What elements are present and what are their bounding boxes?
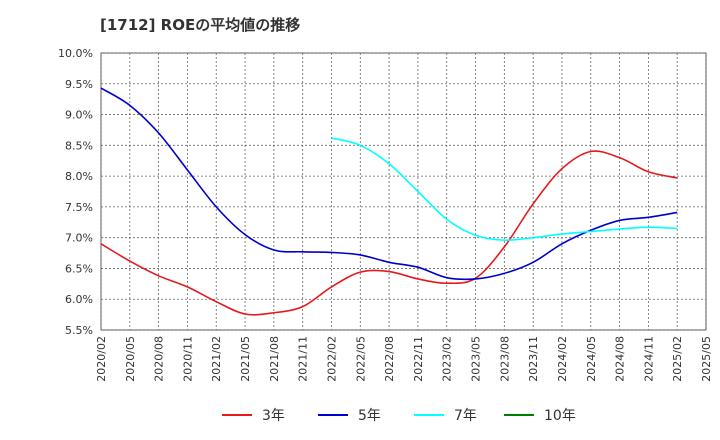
x-tick-label: 2024/11 <box>642 336 655 382</box>
series-line-1 <box>100 150 678 316</box>
y-tick-label: 6.5% <box>65 262 93 275</box>
plot-frame <box>100 52 707 331</box>
series-line-3 <box>331 137 678 241</box>
y-tick-label: 10.0% <box>58 47 93 60</box>
x-tick-label: 2022/02 <box>325 336 338 382</box>
x-tick-label: 2020/05 <box>124 336 137 382</box>
legend-label-1: 3年 <box>262 408 285 424</box>
x-tick-label: 2023/08 <box>498 336 511 382</box>
x-tick-label: 2023/05 <box>470 336 483 382</box>
x-tick-label: 2020/02 <box>95 336 108 382</box>
x-tick-label: 2022/11 <box>412 336 425 382</box>
grid-layer <box>100 52 707 331</box>
y-tick-label: 7.0% <box>65 232 93 245</box>
chart-title: [1712] ROEの平均値の推移 <box>100 16 301 34</box>
y-tick-label: 8.5% <box>65 139 93 152</box>
y-tick-label: 9.5% <box>65 78 93 91</box>
x-tick-label: 2021/02 <box>210 336 223 382</box>
x-tick-label: 2020/11 <box>181 336 194 382</box>
x-tick-label: 2024/05 <box>585 336 598 382</box>
y-tick-label: 8.0% <box>65 170 93 183</box>
axis-layer: 10.0% 9.5% 9.0% 8.5% 8.0% 7.5% 7.0% 6.5% 6.0% 5.5… <box>58 47 713 382</box>
x-tick-label: 2025/02 <box>671 336 684 382</box>
x-tick-label: 2025/05 <box>700 336 713 382</box>
x-tick-label: 2021/08 <box>268 336 281 382</box>
y-tick-label: 6.0% <box>65 293 93 306</box>
x-tick-label: 2024/08 <box>614 336 627 382</box>
x-tick-label: 2021/11 <box>297 336 310 382</box>
series-line-2 <box>100 87 678 281</box>
legend-label-4: 10年 <box>544 408 576 424</box>
x-tick-label: 2023/02 <box>441 336 454 382</box>
y-tick-label: 9.0% <box>65 109 93 122</box>
x-tick-label: 2022/08 <box>383 336 396 382</box>
legend-label-3: 7年 <box>454 408 477 424</box>
series-layer <box>100 87 678 316</box>
x-tick-label: 2024/02 <box>556 336 569 382</box>
y-tick-label: 5.5% <box>65 324 93 337</box>
y-tick-label: 7.5% <box>65 201 93 214</box>
x-tick-label: 2023/11 <box>527 336 540 382</box>
x-tick-label: 2021/05 <box>239 336 252 382</box>
x-tick-label: 2022/05 <box>354 336 367 382</box>
legend-label-2: 5年 <box>358 408 381 424</box>
x-tick-label: 2020/08 <box>153 336 166 382</box>
legend: 3年 5年 7年 10年 <box>222 408 576 424</box>
